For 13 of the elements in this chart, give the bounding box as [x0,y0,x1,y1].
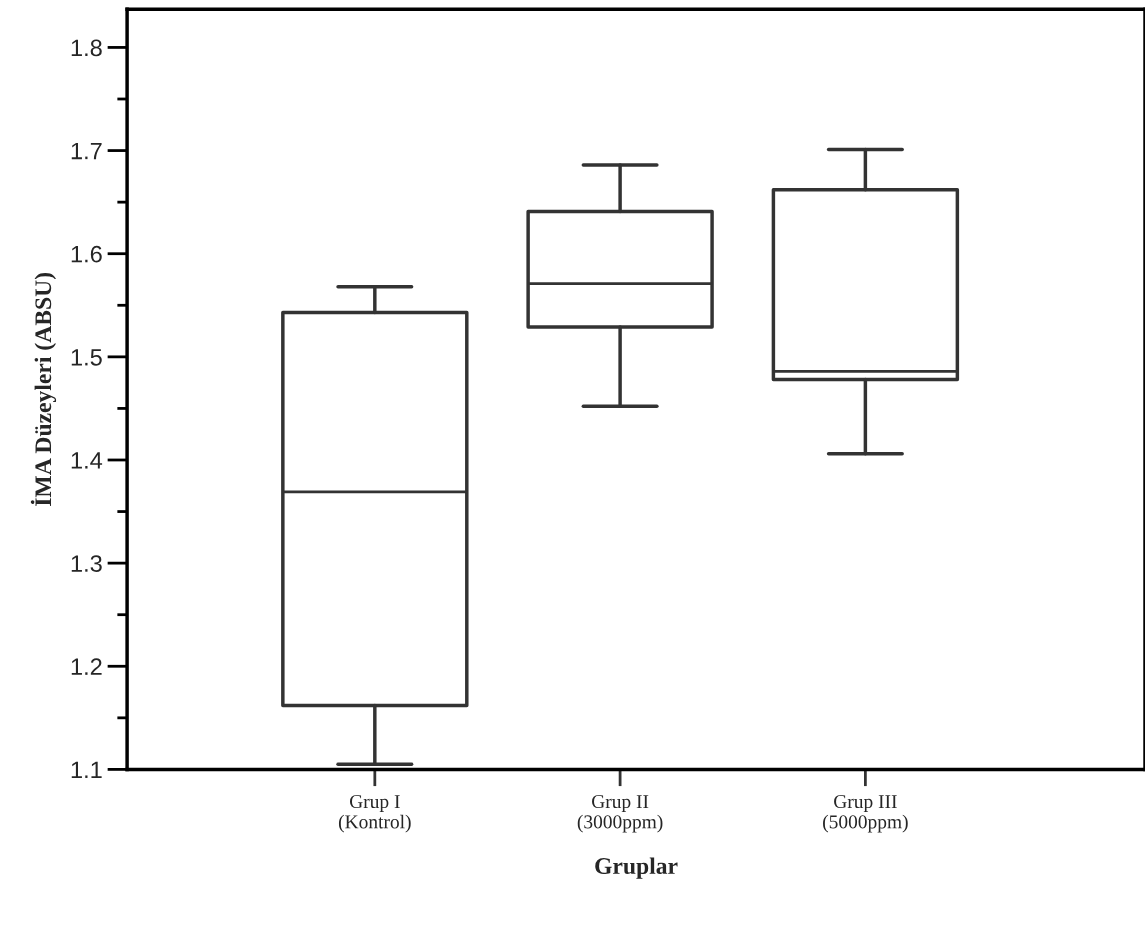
y-tick-label: 1.8 [71,39,102,57]
x-axis-title: Gruplar [595,857,678,879]
y-tick-label: 1.3 [71,555,102,572]
y-tick-label: 1.5 [71,349,102,366]
y-tick-label: 1.2 [71,658,102,675]
y-tick-label: 1.7 [71,142,102,160]
y-axis-title: İMA Düzeyleri (ABSU) [30,273,57,506]
y-tick-label: 1.1 [71,761,102,778]
x-tick-label: Grup II (3000ppm) [577,795,663,833]
x-tick-label: Grup I (Kontrol) [338,795,411,833]
y-tick-label: 1.4 [71,452,103,469]
y-tick-label: 1.6 [71,245,102,263]
x-tick-label: Grup III (5000ppm) [823,795,908,833]
